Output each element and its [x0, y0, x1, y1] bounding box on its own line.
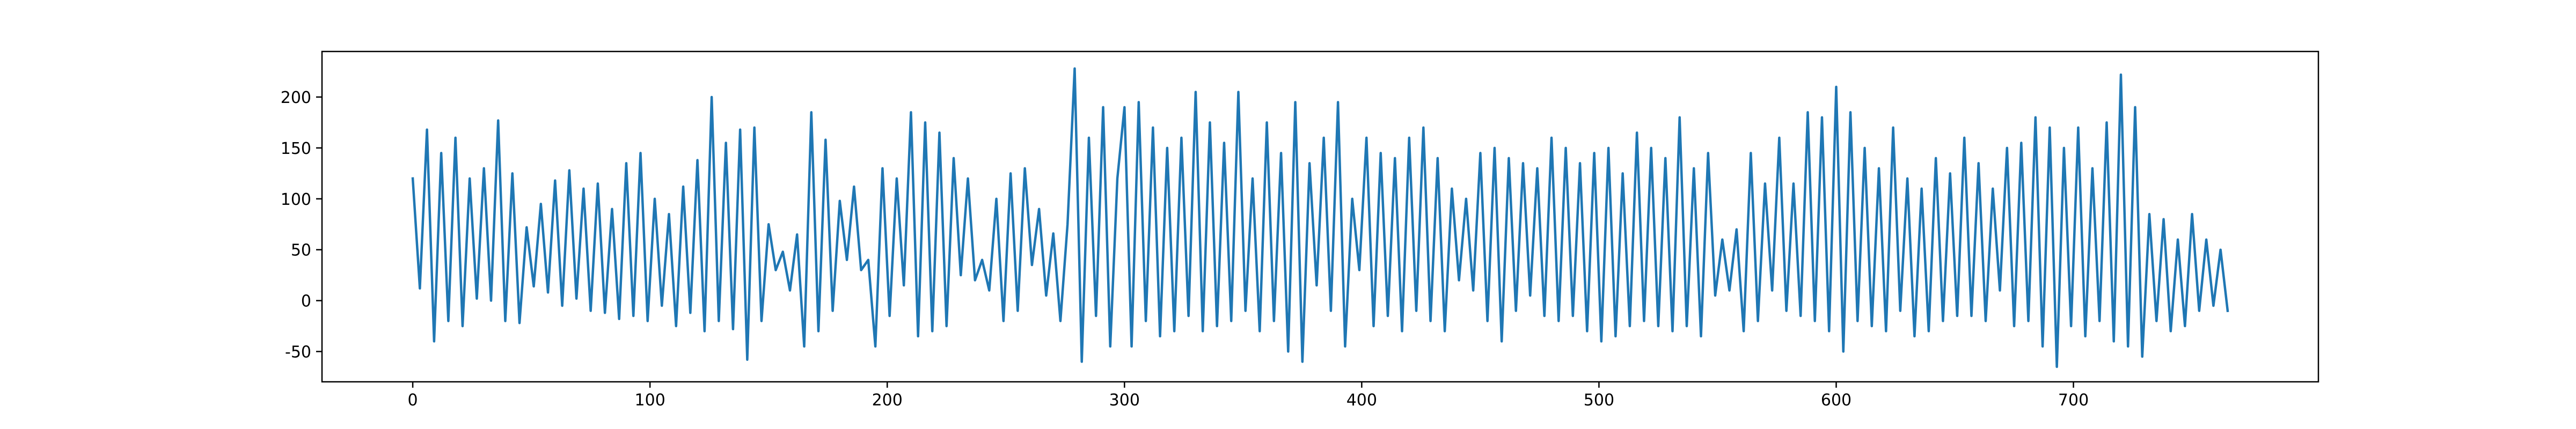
- x-tick-label: 0: [408, 391, 418, 410]
- y-tick-label: 0: [301, 292, 311, 311]
- x-tick-label: 100: [635, 391, 665, 410]
- x-tick-label: 500: [1584, 391, 1614, 410]
- plot-frame: [321, 50, 2319, 383]
- x-tick-label: 200: [872, 391, 903, 410]
- x-tick-label: 600: [1821, 391, 1851, 410]
- y-tick-label: 100: [281, 190, 311, 209]
- y-tick-label: 200: [281, 88, 311, 107]
- y-tick-label: 50: [291, 241, 311, 260]
- data-line: [411, 67, 2229, 368]
- x-tick-label: 700: [2058, 391, 2089, 410]
- x-tick-label: 300: [1109, 391, 1140, 410]
- y-tick-label: 150: [281, 139, 311, 158]
- x-tick-label: 400: [1346, 391, 1377, 410]
- y-tick-label: -50: [285, 343, 311, 362]
